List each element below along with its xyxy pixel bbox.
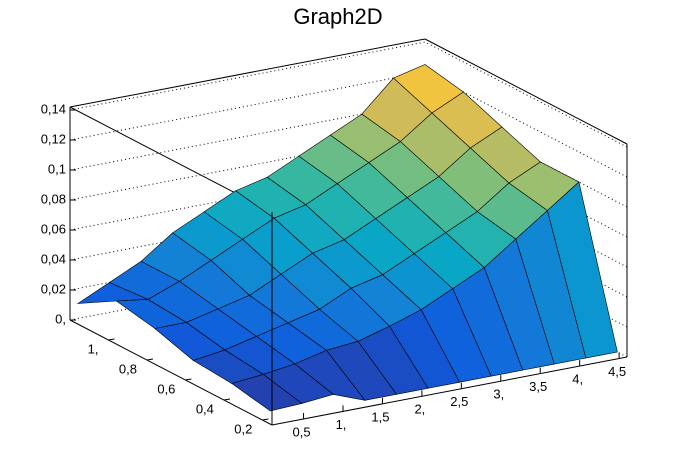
y-tick-label: 0,6 bbox=[157, 381, 175, 396]
y-tick bbox=[146, 358, 154, 361]
y-tick bbox=[185, 378, 192, 381]
chart-title: Graph2D bbox=[293, 4, 382, 29]
y-tick-label: 0,2 bbox=[234, 421, 252, 436]
x-tick-label: 0,5 bbox=[293, 424, 311, 439]
box-edge bbox=[424, 38, 628, 145]
grid-line bbox=[69, 41, 628, 148]
z-tick-label: 0,1 bbox=[48, 161, 66, 176]
grid-line bbox=[69, 161, 628, 268]
z-tick-label: 0,02 bbox=[41, 281, 66, 296]
y-axis-line bbox=[69, 319, 273, 426]
surface-cell bbox=[231, 374, 303, 412]
x-tick-label: 1,5 bbox=[371, 409, 389, 424]
grid-line bbox=[69, 101, 628, 208]
grid-line bbox=[69, 131, 628, 238]
y-tick-label: 0,4 bbox=[196, 401, 214, 416]
y-tick bbox=[108, 338, 115, 341]
z-tick-label: 0,14 bbox=[41, 101, 66, 116]
grid-line bbox=[69, 71, 628, 178]
z-tick-label: 0,08 bbox=[41, 191, 66, 206]
x-tick-label: 4, bbox=[572, 372, 583, 387]
x-tick-label: 2, bbox=[414, 402, 425, 417]
x-tick-label: 1, bbox=[336, 417, 347, 432]
z-tick-label: 0,04 bbox=[41, 251, 66, 266]
y-tick bbox=[262, 418, 269, 421]
x-tick-label: 3, bbox=[493, 387, 504, 402]
y-tick-label: 1, bbox=[88, 341, 99, 356]
x-tick-label: 3,5 bbox=[529, 379, 547, 394]
box-edge bbox=[69, 38, 426, 108]
y-tick bbox=[223, 398, 230, 401]
y-tick-label: 0,8 bbox=[119, 361, 137, 376]
z-tick-label: 0,12 bbox=[41, 131, 66, 146]
z-tick-label: 0, bbox=[55, 311, 66, 326]
x-tick-label: 2,5 bbox=[450, 394, 468, 409]
x-tick-label: 4,5 bbox=[608, 364, 626, 379]
x-axis-line bbox=[271, 356, 628, 426]
z-tick-label: 0,06 bbox=[41, 221, 66, 236]
